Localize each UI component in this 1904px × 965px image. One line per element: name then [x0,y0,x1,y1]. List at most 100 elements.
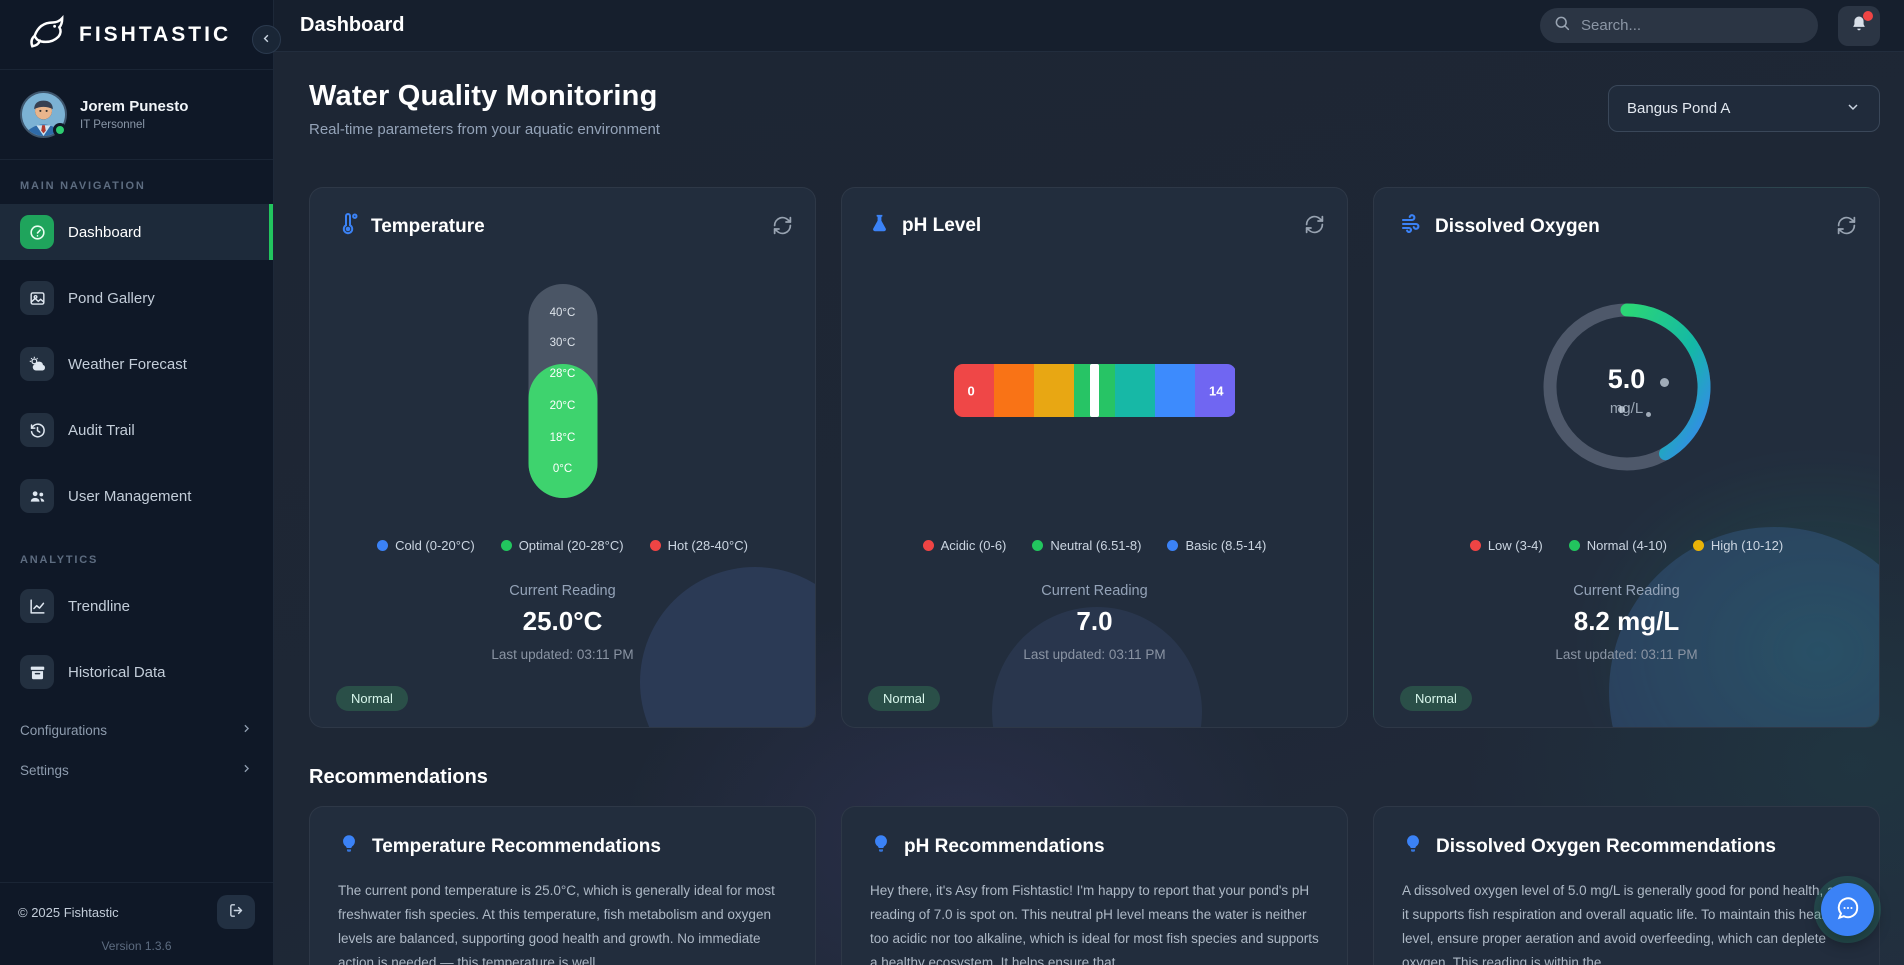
gauge-tick: 40°C [549,307,576,319]
chat-bubble-icon [1835,895,1861,924]
parameter-cards-row: Temperature 40°C 30°C 28°C 20°C 18°C 0°C… [309,187,1880,728]
lightbulb-icon [338,833,360,860]
lightbulb-icon [1402,833,1424,860]
temperature-card: Temperature 40°C 30°C 28°C 20°C 18°C 0°C… [309,187,816,728]
main-navigation-label: MAIN NAVIGATION [20,180,146,192]
legend-dot-normal [1568,540,1580,551]
sidebar-item-label: Dashboard [68,223,142,241]
dissolved-oxygen-card: Dissolved Oxygen 5.0 [1373,187,1880,728]
app-logo: FISHTASTIC [0,0,273,70]
card-title: Temperature [371,215,485,237]
gauge-tick: 0°C [552,463,573,475]
temperature-recommendation-card: Temperature Recommendations The current … [309,806,816,965]
gauge-icon [20,215,54,249]
sidebar-item-configurations[interactable]: Configurations [0,710,273,750]
fish-logo-icon [26,13,68,56]
refresh-button[interactable] [770,213,795,241]
sidebar-item-user-management[interactable]: User Management [0,468,273,524]
card-title: Dissolved Oxygen [1435,215,1600,237]
sidebar-item-pond-gallery[interactable]: Pond Gallery [0,270,273,326]
top-bar: Dashboard [274,0,1904,52]
logout-icon [228,902,245,922]
notifications-button[interactable] [1838,5,1880,46]
sidebar-item-label: Pond Gallery [68,289,155,307]
legend-dot-cold [377,540,389,551]
flask-icon [868,212,891,240]
recommendation-body: The current pond temperature is 25.0°C, … [338,883,775,965]
bubble-decoration [1659,378,1669,387]
sidebar-item-audit-trail[interactable]: Audit Trail [0,402,273,458]
chat-button[interactable] [1821,883,1874,936]
pond-selector-value: Bangus Pond A [1627,100,1731,117]
sidebar-collapse-button[interactable] [252,25,281,54]
gallery-icon [20,281,54,315]
user-profile[interactable]: Jorem Punesto IT Personnel [0,70,273,160]
thermometer-icon [336,212,360,241]
gauge-tick: 18°C [549,432,576,444]
chevron-right-icon [240,762,253,778]
page-subtitle: Real-time parameters from your aquatic e… [309,121,660,138]
reading-label: Current Reading [1573,583,1680,599]
legend-dot-high [1692,540,1704,551]
sidebar-item-weather-forecast[interactable]: Weather Forecast [0,336,273,392]
avatar [20,91,67,138]
legend-dot-low [1469,540,1481,551]
oxygen-legend: Low (3-4) Normal (4-10) High (10-12) [1374,538,1879,553]
ph-card: pH Level 0 14 Acidic (0-6) Neutral (6.51 [841,187,1348,728]
history-icon [20,413,54,447]
ph-value: 7.0 [1076,606,1113,636]
notification-badge [1863,10,1873,21]
sidebar-item-trendline[interactable]: Trendline [0,578,273,634]
ph-scale-min: 0 [967,383,975,398]
ph-scale-bar: 0 14 [953,364,1236,417]
recommendation-title: Dissolved Oxygen Recommendations [1436,835,1776,857]
logout-button[interactable] [217,895,255,929]
refresh-button[interactable] [1834,213,1859,241]
oxygen-value: 8.2 mg/L [1573,606,1680,636]
refresh-icon [772,216,793,239]
legend-dot-acidic [922,540,934,551]
bubble-decoration [1645,412,1651,417]
temperature-legend: Cold (0-20°C) Optimal (20-28°C) Hot (28-… [310,538,815,553]
gauge-tick: 28°C [549,368,576,380]
sun-cloud-icon [20,347,54,381]
main-content: Water Quality Monitoring Real-time param… [274,52,1904,965]
refresh-button[interactable] [1302,212,1327,240]
recommendation-title: Temperature Recommendations [372,835,661,857]
card-title: pH Level [902,215,982,236]
oxygen-donut-gauge: 5.0 mg/L [1542,302,1712,472]
sidebar-item-settings[interactable]: Settings [0,750,273,790]
ph-legend: Acidic (0-6) Neutral (6.51-8) Basic (8.5… [842,538,1347,553]
brand-name: FISHTASTIC [79,22,232,46]
ph-marker [1090,364,1099,417]
sidebar-item-label: Trendline [68,597,130,615]
pond-selector[interactable]: Bangus Pond A [1608,85,1880,132]
search-input[interactable] [1581,17,1805,34]
sidebar-item-label: Weather Forecast [68,355,187,373]
online-status-dot [53,123,67,137]
sidebar-item-historical-data[interactable]: Historical Data [0,644,273,700]
users-icon [20,479,54,513]
recommendation-title: pH Recommendations [904,835,1105,857]
reading-label: Current Reading [509,583,616,599]
legend-dot-basic [1167,540,1179,551]
menu-label: Settings [20,762,69,778]
chevron-down-icon [1845,99,1861,119]
analytics-label: ANALYTICS [20,554,99,566]
sidebar-footer: © 2025 Fishtastic Version 1.3.6 [0,882,273,965]
status-badge: Normal [868,686,940,711]
app-version: Version 1.3.6 [101,939,172,953]
lightbulb-icon [870,833,892,860]
recommendation-body: A dissolved oxygen level of 5.0 mg/L is … [1402,883,1843,965]
analytics-navigation: Trendline Historical Data [0,578,273,700]
gauge-tick: 20°C [549,400,576,412]
temperature-value: 25.0°C [522,606,603,636]
gauge-tick: 30°C [549,337,576,349]
last-updated: Last updated: 03:11 PM [1555,647,1698,662]
search-icon [1553,14,1571,37]
last-updated: Last updated: 03:11 PM [1023,647,1166,662]
user-name: Jorem Punesto [80,98,189,115]
line-chart-icon [20,589,54,623]
sidebar-item-dashboard[interactable]: Dashboard [0,204,273,260]
wind-icon [1400,212,1424,241]
